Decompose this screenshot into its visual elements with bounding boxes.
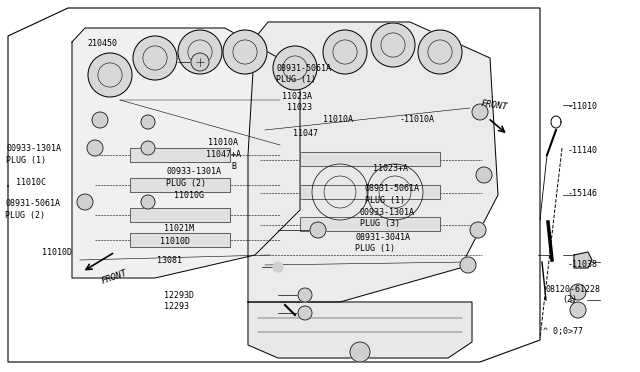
- Text: ^ 0;0>77: ^ 0;0>77: [543, 327, 583, 336]
- Bar: [130, 178, 230, 192]
- Text: 11010A: 11010A: [323, 115, 353, 124]
- Circle shape: [350, 342, 370, 362]
- Circle shape: [77, 194, 93, 210]
- Bar: [300, 152, 440, 166]
- Text: FRONT: FRONT: [100, 268, 129, 286]
- Polygon shape: [248, 22, 498, 302]
- Text: 11010D: 11010D: [42, 248, 72, 257]
- Circle shape: [87, 140, 103, 156]
- Circle shape: [92, 112, 108, 128]
- Text: 12293D: 12293D: [164, 291, 194, 300]
- Text: 08931-5061A: 08931-5061A: [365, 185, 420, 193]
- Circle shape: [88, 53, 132, 97]
- Text: 11047: 11047: [293, 129, 318, 138]
- Text: -11010A: -11010A: [400, 115, 435, 124]
- Text: FRONT: FRONT: [480, 99, 508, 112]
- Text: 210450: 210450: [87, 39, 117, 48]
- Circle shape: [141, 115, 155, 129]
- Text: 08931-3041A: 08931-3041A: [355, 233, 410, 242]
- Bar: [130, 208, 230, 222]
- Bar: [130, 178, 230, 192]
- Bar: [130, 208, 230, 222]
- Text: 13081: 13081: [157, 256, 182, 265]
- Text: 11010G: 11010G: [174, 191, 204, 200]
- Text: 11023A: 11023A: [282, 92, 312, 101]
- Text: -11010: -11010: [568, 102, 598, 110]
- Circle shape: [460, 257, 476, 273]
- Bar: [300, 185, 440, 199]
- Polygon shape: [574, 252, 592, 268]
- Text: 00933-1301A: 00933-1301A: [6, 144, 61, 153]
- Text: 11021M: 11021M: [164, 224, 194, 233]
- Circle shape: [418, 30, 462, 74]
- Text: (2): (2): [562, 295, 577, 304]
- Circle shape: [273, 46, 317, 90]
- Circle shape: [273, 262, 283, 272]
- Bar: [130, 233, 230, 247]
- Circle shape: [298, 288, 312, 302]
- Bar: [300, 217, 440, 231]
- Text: 11047+A: 11047+A: [206, 150, 241, 159]
- Polygon shape: [248, 302, 472, 358]
- Text: 08120-61228: 08120-61228: [546, 285, 601, 294]
- Text: PLUG (1): PLUG (1): [276, 76, 317, 84]
- Text: -15146: -15146: [568, 189, 598, 198]
- Circle shape: [472, 104, 488, 120]
- Circle shape: [310, 222, 326, 238]
- Text: 11023: 11023: [287, 103, 312, 112]
- Text: 08931-5061A: 08931-5061A: [276, 64, 332, 73]
- Bar: [130, 233, 230, 247]
- Circle shape: [570, 284, 586, 300]
- Text: PLUG (2): PLUG (2): [5, 211, 45, 220]
- Circle shape: [476, 167, 492, 183]
- Text: B: B: [569, 298, 573, 304]
- Circle shape: [323, 30, 367, 74]
- Bar: [130, 148, 230, 162]
- Bar: [300, 152, 440, 166]
- Circle shape: [191, 53, 209, 71]
- Bar: [300, 217, 440, 231]
- Circle shape: [312, 164, 368, 220]
- Text: PLUG (1): PLUG (1): [6, 156, 46, 165]
- Text: PLUG (1): PLUG (1): [365, 196, 404, 205]
- Text: PLUG (2): PLUG (2): [166, 179, 206, 187]
- Polygon shape: [72, 28, 300, 278]
- Text: 11010A: 11010A: [208, 138, 238, 147]
- Text: 08931-5061A: 08931-5061A: [5, 199, 60, 208]
- Circle shape: [470, 222, 486, 238]
- Text: PLUG (1): PLUG (1): [355, 244, 396, 253]
- Text: 11023+A: 11023+A: [373, 164, 408, 173]
- Text: 11010C: 11010C: [16, 178, 46, 187]
- Circle shape: [570, 302, 586, 318]
- Text: 12293: 12293: [164, 302, 189, 311]
- Circle shape: [178, 30, 222, 74]
- Text: PLUG (3): PLUG (3): [360, 219, 400, 228]
- Circle shape: [141, 141, 155, 155]
- Text: 00933-1301A: 00933-1301A: [166, 167, 221, 176]
- Bar: [130, 148, 230, 162]
- Circle shape: [371, 23, 415, 67]
- Circle shape: [133, 36, 177, 80]
- Text: -11140: -11140: [568, 146, 598, 155]
- Circle shape: [367, 164, 423, 220]
- Circle shape: [223, 30, 267, 74]
- Circle shape: [141, 195, 155, 209]
- Text: B: B: [232, 162, 237, 171]
- Bar: [300, 185, 440, 199]
- Text: 11010D: 11010D: [160, 237, 190, 246]
- Text: 00933-1301A: 00933-1301A: [360, 208, 415, 217]
- Circle shape: [298, 306, 312, 320]
- Text: -11038: -11038: [568, 260, 598, 269]
